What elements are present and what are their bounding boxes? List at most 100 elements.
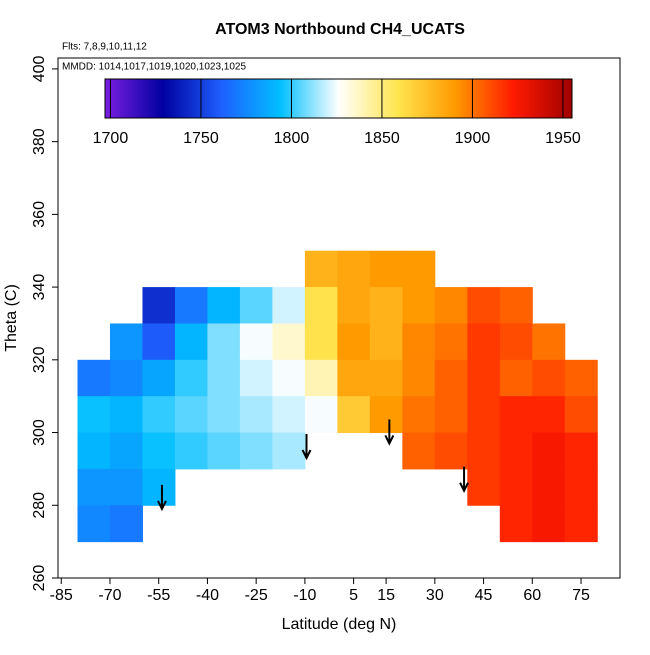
heat-cell — [467, 323, 501, 361]
heat-cell — [467, 468, 501, 506]
heat-cell — [434, 432, 468, 470]
heat-cell — [142, 432, 176, 470]
heat-cell — [77, 432, 111, 470]
colorbar-tick-label: 1700 — [93, 130, 129, 147]
heat-cell — [532, 432, 566, 470]
x-tick-label: -55 — [147, 587, 170, 604]
heat-cell — [532, 323, 566, 361]
x-tick-label: -10 — [293, 587, 316, 604]
colorbar-tick-label: 1950 — [545, 130, 581, 147]
x-axis-label: Latitude (deg N) — [282, 616, 397, 633]
heat-cell — [369, 396, 403, 434]
heat-cell — [369, 323, 403, 361]
annotation: Flts: 7,8,9,10,11,12 — [62, 42, 147, 53]
heat-cell — [499, 468, 533, 506]
heat-cell — [499, 287, 533, 324]
heat-cell — [337, 287, 371, 324]
x-tick-label: -40 — [196, 587, 219, 604]
heat-cell — [499, 505, 533, 543]
heat-cell — [109, 323, 143, 361]
heat-cell — [77, 468, 111, 506]
heat-cell — [467, 287, 501, 324]
heat-cell — [207, 359, 241, 397]
y-tick-label: 320 — [31, 346, 48, 373]
heat-cell — [239, 323, 273, 361]
heat-cell — [337, 396, 371, 434]
heat-cell — [337, 359, 371, 397]
heat-cell — [77, 359, 111, 397]
heat-cell — [434, 323, 468, 361]
x-tick-label: -25 — [245, 587, 268, 604]
heat-cell — [337, 323, 371, 361]
heat-cell — [467, 359, 501, 397]
heat-cell — [304, 396, 338, 434]
annotation: MMDD: 1014,1017,1019,1020,1023,1025 — [62, 62, 246, 73]
x-tick-label: 60 — [523, 587, 541, 604]
heat-cell — [337, 250, 371, 288]
colorbar-tick-label: 1750 — [183, 130, 219, 147]
heat-cell — [174, 323, 208, 361]
heat-cell — [142, 323, 176, 361]
heat-cell — [142, 359, 176, 397]
y-axis-label: Theta (C) — [3, 284, 20, 352]
heat-cell — [532, 468, 566, 506]
heat-cell — [499, 396, 533, 434]
x-tick-label: 15 — [377, 587, 395, 604]
heat-cell — [434, 396, 468, 434]
heat-cell — [434, 287, 468, 324]
heat-cell — [239, 287, 273, 324]
arrow — [459, 466, 469, 493]
heat-cell — [272, 287, 306, 324]
heat-cell — [304, 287, 338, 324]
heat-cell — [174, 287, 208, 324]
colorbar-tick-label: 1900 — [455, 130, 491, 147]
heat-cell — [239, 432, 273, 470]
heat-cell — [564, 468, 598, 506]
colorbar-tick-label: 1850 — [364, 130, 400, 147]
heat-cell — [369, 250, 403, 288]
colorbar-tick-label: 1800 — [274, 130, 310, 147]
heat-cell — [532, 396, 566, 434]
heat-cell — [434, 359, 468, 397]
heat-cell — [304, 250, 338, 288]
heat-cell — [532, 505, 566, 543]
heat-cell — [207, 396, 241, 434]
heat-cell — [499, 323, 533, 361]
heat-cell — [174, 396, 208, 434]
heat-cell — [369, 287, 403, 324]
heat-cell — [467, 432, 501, 470]
heat-cell — [402, 432, 436, 470]
heat-cell — [77, 396, 111, 434]
heat-cell — [272, 432, 306, 470]
heat-cell — [239, 396, 273, 434]
heat-cell — [109, 432, 143, 470]
heat-cell — [304, 323, 338, 361]
heat-cell — [369, 359, 403, 397]
heat-cell — [532, 359, 566, 397]
heat-cell — [142, 396, 176, 434]
x-tick-label: 75 — [572, 587, 590, 604]
heat-cell — [564, 396, 598, 434]
y-tick-label: 340 — [31, 274, 48, 301]
heat-cell — [402, 359, 436, 397]
arrow — [384, 419, 395, 446]
arrow — [301, 434, 312, 461]
x-tick-label: -85 — [50, 587, 73, 604]
heat-cell — [207, 432, 241, 470]
colorbar — [104, 78, 573, 119]
x-tick-label: -70 — [98, 587, 121, 604]
heat-cell — [174, 432, 208, 470]
heat-cell — [402, 396, 436, 434]
chart-title: ATOM3 Northbound CH4_UCATS — [215, 21, 465, 38]
heat-cell — [402, 287, 436, 324]
heat-cell — [207, 323, 241, 361]
y-tick-label: 300 — [31, 419, 48, 446]
heat-cell — [109, 359, 143, 397]
heat-cell — [207, 287, 241, 324]
y-tick-label: 400 — [31, 55, 48, 82]
x-tick-label: 30 — [426, 587, 444, 604]
heat-cell — [272, 323, 306, 361]
heat-cell — [109, 468, 143, 506]
heat-cell — [564, 432, 598, 470]
